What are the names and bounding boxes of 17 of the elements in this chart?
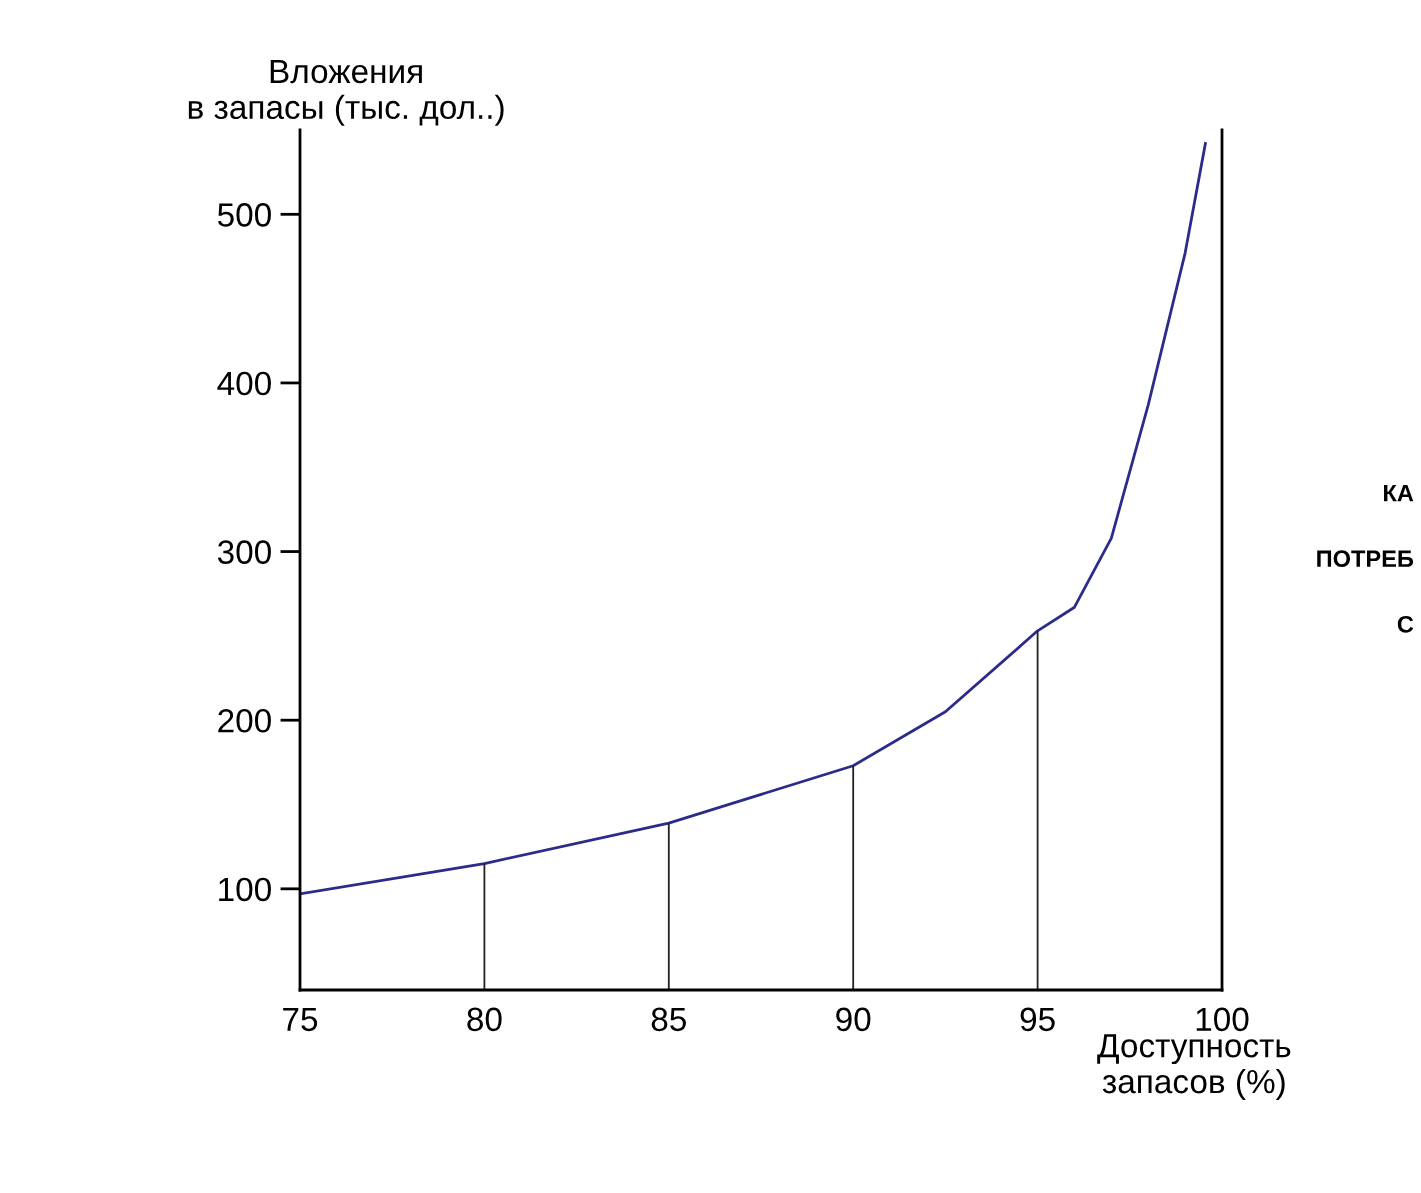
text: С — [1397, 615, 1414, 633]
y-tick-label: 500 — [217, 203, 271, 227]
x-tick-label: 75 — [283, 1007, 318, 1032]
y-axis-title: Вложения в запасы (тыс. дол..) — [188, 59, 504, 126]
text: КА — [1384, 484, 1414, 502]
x-tick-label: 100 — [1196, 1007, 1249, 1032]
y-tick-label: 200 — [218, 709, 271, 733]
line-series — [300, 142, 1207, 896]
y-tick-label: 400 — [217, 371, 271, 396]
y-tick-label: 100 — [219, 877, 271, 902]
x-tick-label: 80 — [467, 1007, 502, 1032]
x-axis-title: Доступность запасов (%) — [1097, 1034, 1291, 1100]
y-tick-label: 300 — [217, 540, 271, 564]
text: ПОТРЕБ — [1317, 550, 1414, 568]
x-tick-label: 90 — [836, 1007, 871, 1032]
x-tick-label: 95 — [1020, 1007, 1055, 1032]
x-tick-label: 85 — [651, 1007, 686, 1032]
